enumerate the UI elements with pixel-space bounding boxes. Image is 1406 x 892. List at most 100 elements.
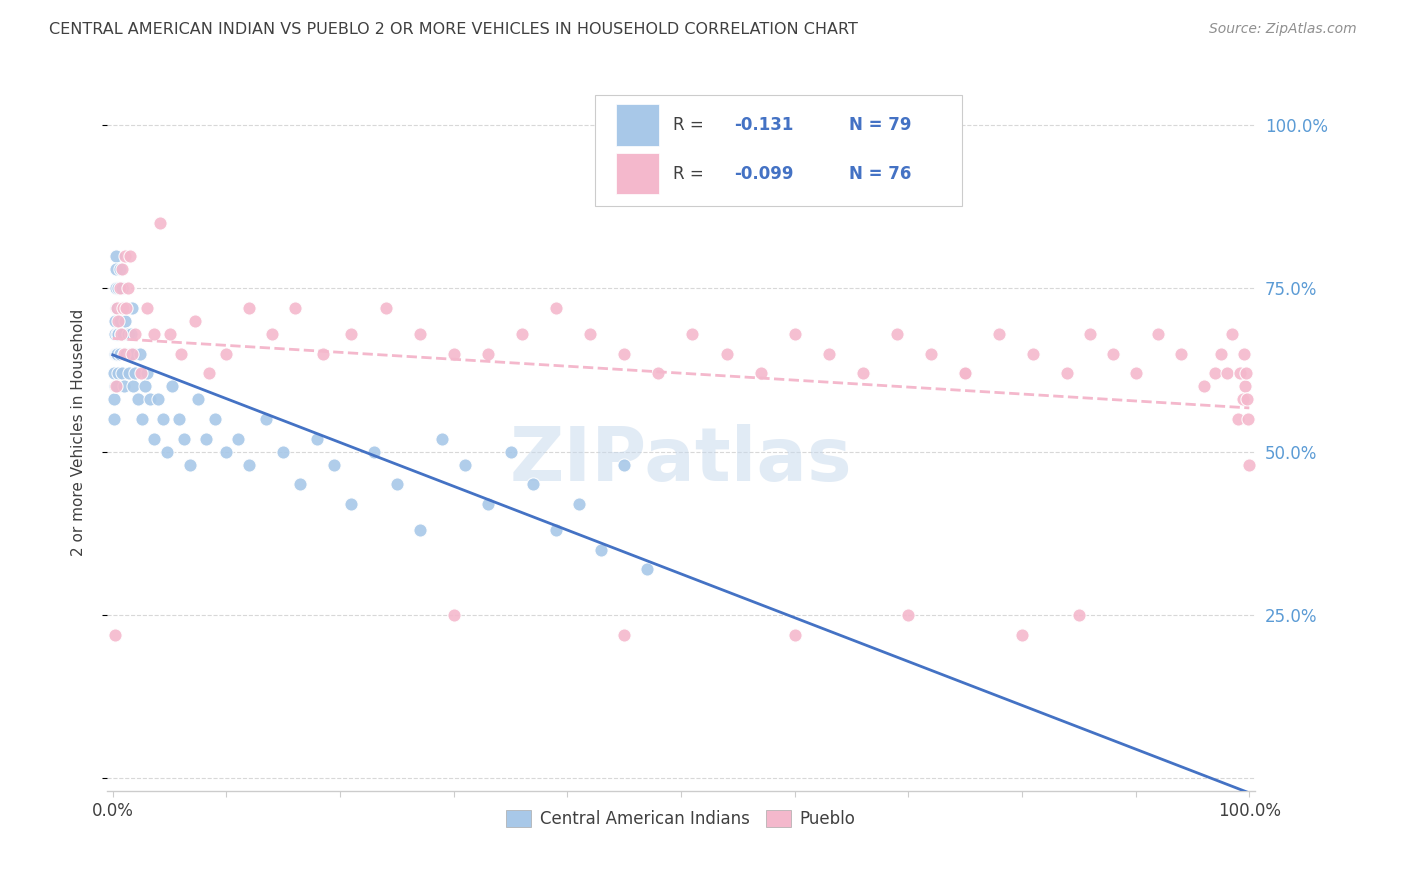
Point: [454, 458, 477, 472]
Point: [108, 281, 131, 295]
Point: [103, 392, 125, 407]
Point: [134, 379, 156, 393]
Point: [117, 327, 139, 342]
Point: [579, 327, 602, 342]
Point: [681, 327, 703, 342]
Point: [111, 327, 134, 342]
Point: [1192, 379, 1215, 393]
Point: [194, 432, 217, 446]
Point: [118, 367, 141, 381]
Point: [408, 327, 430, 342]
Point: [1239, 458, 1261, 472]
Point: [122, 379, 145, 393]
Point: [142, 327, 165, 342]
Text: N = 76: N = 76: [849, 164, 911, 183]
Point: [254, 412, 277, 426]
Point: [105, 347, 128, 361]
Point: [120, 327, 142, 342]
Point: [105, 379, 128, 393]
Point: [323, 458, 346, 472]
Point: [260, 327, 283, 342]
Point: [156, 444, 179, 458]
Point: [117, 281, 139, 295]
Point: [817, 347, 839, 361]
Point: [1011, 627, 1033, 641]
Point: [1236, 392, 1258, 407]
Point: [167, 412, 190, 426]
Point: [135, 301, 157, 315]
Point: [1226, 412, 1249, 426]
Point: [1234, 367, 1257, 381]
Point: [107, 314, 129, 328]
Point: [238, 301, 260, 315]
Point: [568, 497, 591, 511]
Point: [124, 347, 146, 361]
Point: [110, 327, 132, 342]
Point: [1147, 327, 1170, 342]
Point: [108, 261, 131, 276]
Point: [121, 301, 143, 315]
Point: [1232, 392, 1254, 407]
Point: [340, 497, 363, 511]
Point: [1102, 347, 1125, 361]
Point: [1170, 347, 1192, 361]
Point: [613, 458, 636, 472]
Point: [226, 432, 249, 446]
Point: [107, 327, 129, 342]
Point: [852, 367, 875, 381]
Point: [749, 367, 772, 381]
Point: [1229, 367, 1251, 381]
FancyBboxPatch shape: [595, 95, 962, 206]
Point: [104, 379, 127, 393]
Point: [408, 523, 430, 537]
Text: CENTRAL AMERICAN INDIAN VS PUEBLO 2 OR MORE VEHICLES IN HOUSEHOLD CORRELATION CH: CENTRAL AMERICAN INDIAN VS PUEBLO 2 OR M…: [49, 22, 858, 37]
Point: [1022, 347, 1045, 361]
Point: [118, 347, 141, 361]
Point: [284, 301, 307, 315]
Text: ZIPatlas: ZIPatlas: [510, 425, 852, 498]
Point: [170, 347, 193, 361]
Point: [105, 261, 128, 276]
Point: [131, 412, 153, 426]
Point: [108, 314, 131, 328]
Point: [477, 497, 499, 511]
Point: [139, 392, 162, 407]
Point: [1215, 367, 1237, 381]
Point: [114, 249, 136, 263]
Point: [115, 347, 138, 361]
Point: [105, 281, 128, 295]
Point: [1204, 367, 1226, 381]
Point: [1233, 347, 1256, 361]
Point: [340, 327, 363, 342]
Point: [783, 327, 806, 342]
Point: [1056, 367, 1078, 381]
Point: [114, 314, 136, 328]
Point: [159, 327, 181, 342]
Point: [121, 347, 143, 361]
Point: [103, 412, 125, 426]
Point: [510, 327, 533, 342]
Point: [432, 432, 454, 446]
Point: [105, 301, 128, 315]
Point: [115, 301, 138, 315]
Point: [443, 607, 465, 622]
Text: -0.099: -0.099: [734, 164, 793, 183]
Point: [124, 367, 146, 381]
Text: Source: ZipAtlas.com: Source: ZipAtlas.com: [1209, 22, 1357, 37]
Point: [105, 301, 128, 315]
Point: [636, 562, 658, 576]
Point: [312, 347, 335, 361]
Point: [477, 347, 499, 361]
Point: [105, 327, 128, 342]
Point: [187, 392, 209, 407]
Point: [591, 542, 613, 557]
Point: [886, 327, 908, 342]
Point: [103, 367, 125, 381]
Point: [111, 281, 134, 295]
Legend: Central American Indians, Pueblo: Central American Indians, Pueblo: [499, 803, 862, 835]
Point: [124, 327, 146, 342]
Point: [148, 392, 170, 407]
Point: [110, 301, 132, 315]
Point: [385, 477, 408, 491]
Point: [544, 523, 567, 537]
